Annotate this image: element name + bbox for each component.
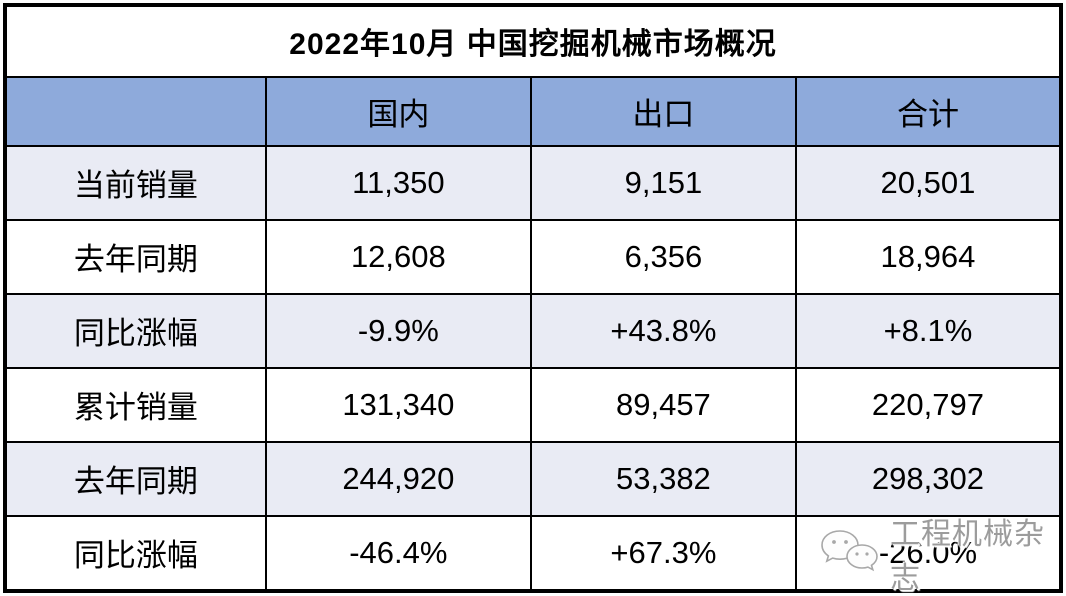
cell-value: 12,608 xyxy=(264,218,532,295)
table-row-yoy-change: 同比涨幅 -9.9% +43.8% +8.1% xyxy=(4,292,1063,369)
row-label: 去年同期 xyxy=(4,218,267,295)
table-row-cumulative-sales: 累计销量 131,340 89,457 220,797 xyxy=(4,366,1063,443)
cell-value: 244,920 xyxy=(264,440,532,517)
header-cell-domestic: 国内 xyxy=(264,75,532,147)
row-label: 同比涨幅 xyxy=(4,292,267,369)
cell-value: 9,151 xyxy=(529,144,797,221)
cell-value: -9.9% xyxy=(264,292,532,369)
cell-value: 11,350 xyxy=(264,144,532,221)
cell-value: -26.0% xyxy=(794,514,1063,593)
row-label: 当前销量 xyxy=(4,144,267,221)
cell-value: 220,797 xyxy=(794,366,1063,443)
header-cell-total: 合计 xyxy=(794,75,1063,147)
header-cell-export: 出口 xyxy=(529,75,797,147)
cell-value: 18,964 xyxy=(794,218,1063,295)
cell-value: 131,340 xyxy=(264,366,532,443)
table-row-current-sales: 当前销量 11,350 9,151 20,501 xyxy=(4,144,1063,221)
row-label: 累计销量 xyxy=(4,366,267,443)
cell-value: +8.1% xyxy=(794,292,1063,369)
cell-value: 298,302 xyxy=(794,440,1063,517)
header-row: 国内 出口 合计 xyxy=(4,75,1063,147)
page-title: 2022年10月 中国挖掘机械市场概况 xyxy=(4,4,1062,78)
cell-value: +43.8% xyxy=(529,292,797,369)
table-row-cumulative-last-year: 去年同期 244,920 53,382 298,302 xyxy=(4,440,1063,517)
row-label: 去年同期 xyxy=(4,440,267,517)
cell-value: 53,382 xyxy=(529,440,797,517)
cell-value: +67.3% xyxy=(529,514,797,593)
cell-value: 89,457 xyxy=(529,366,797,443)
row-label: 同比涨幅 xyxy=(4,514,267,593)
table-row-last-year-same-period: 去年同期 12,608 6,356 18,964 xyxy=(4,218,1063,295)
table-row-cumulative-yoy-change: 同比涨幅 -46.4% +67.3% -26.0% xyxy=(4,514,1063,593)
cell-value: -46.4% xyxy=(264,514,532,593)
cell-value: 20,501 xyxy=(794,144,1063,221)
cell-value: 6,356 xyxy=(529,218,797,295)
market-table: 2022年10月 中国挖掘机械市场概况 国内 出口 合计 当前销量 11,350… xyxy=(3,3,1063,593)
header-cell-blank xyxy=(4,75,267,147)
title-row: 2022年10月 中国挖掘机械市场概况 xyxy=(4,4,1062,78)
